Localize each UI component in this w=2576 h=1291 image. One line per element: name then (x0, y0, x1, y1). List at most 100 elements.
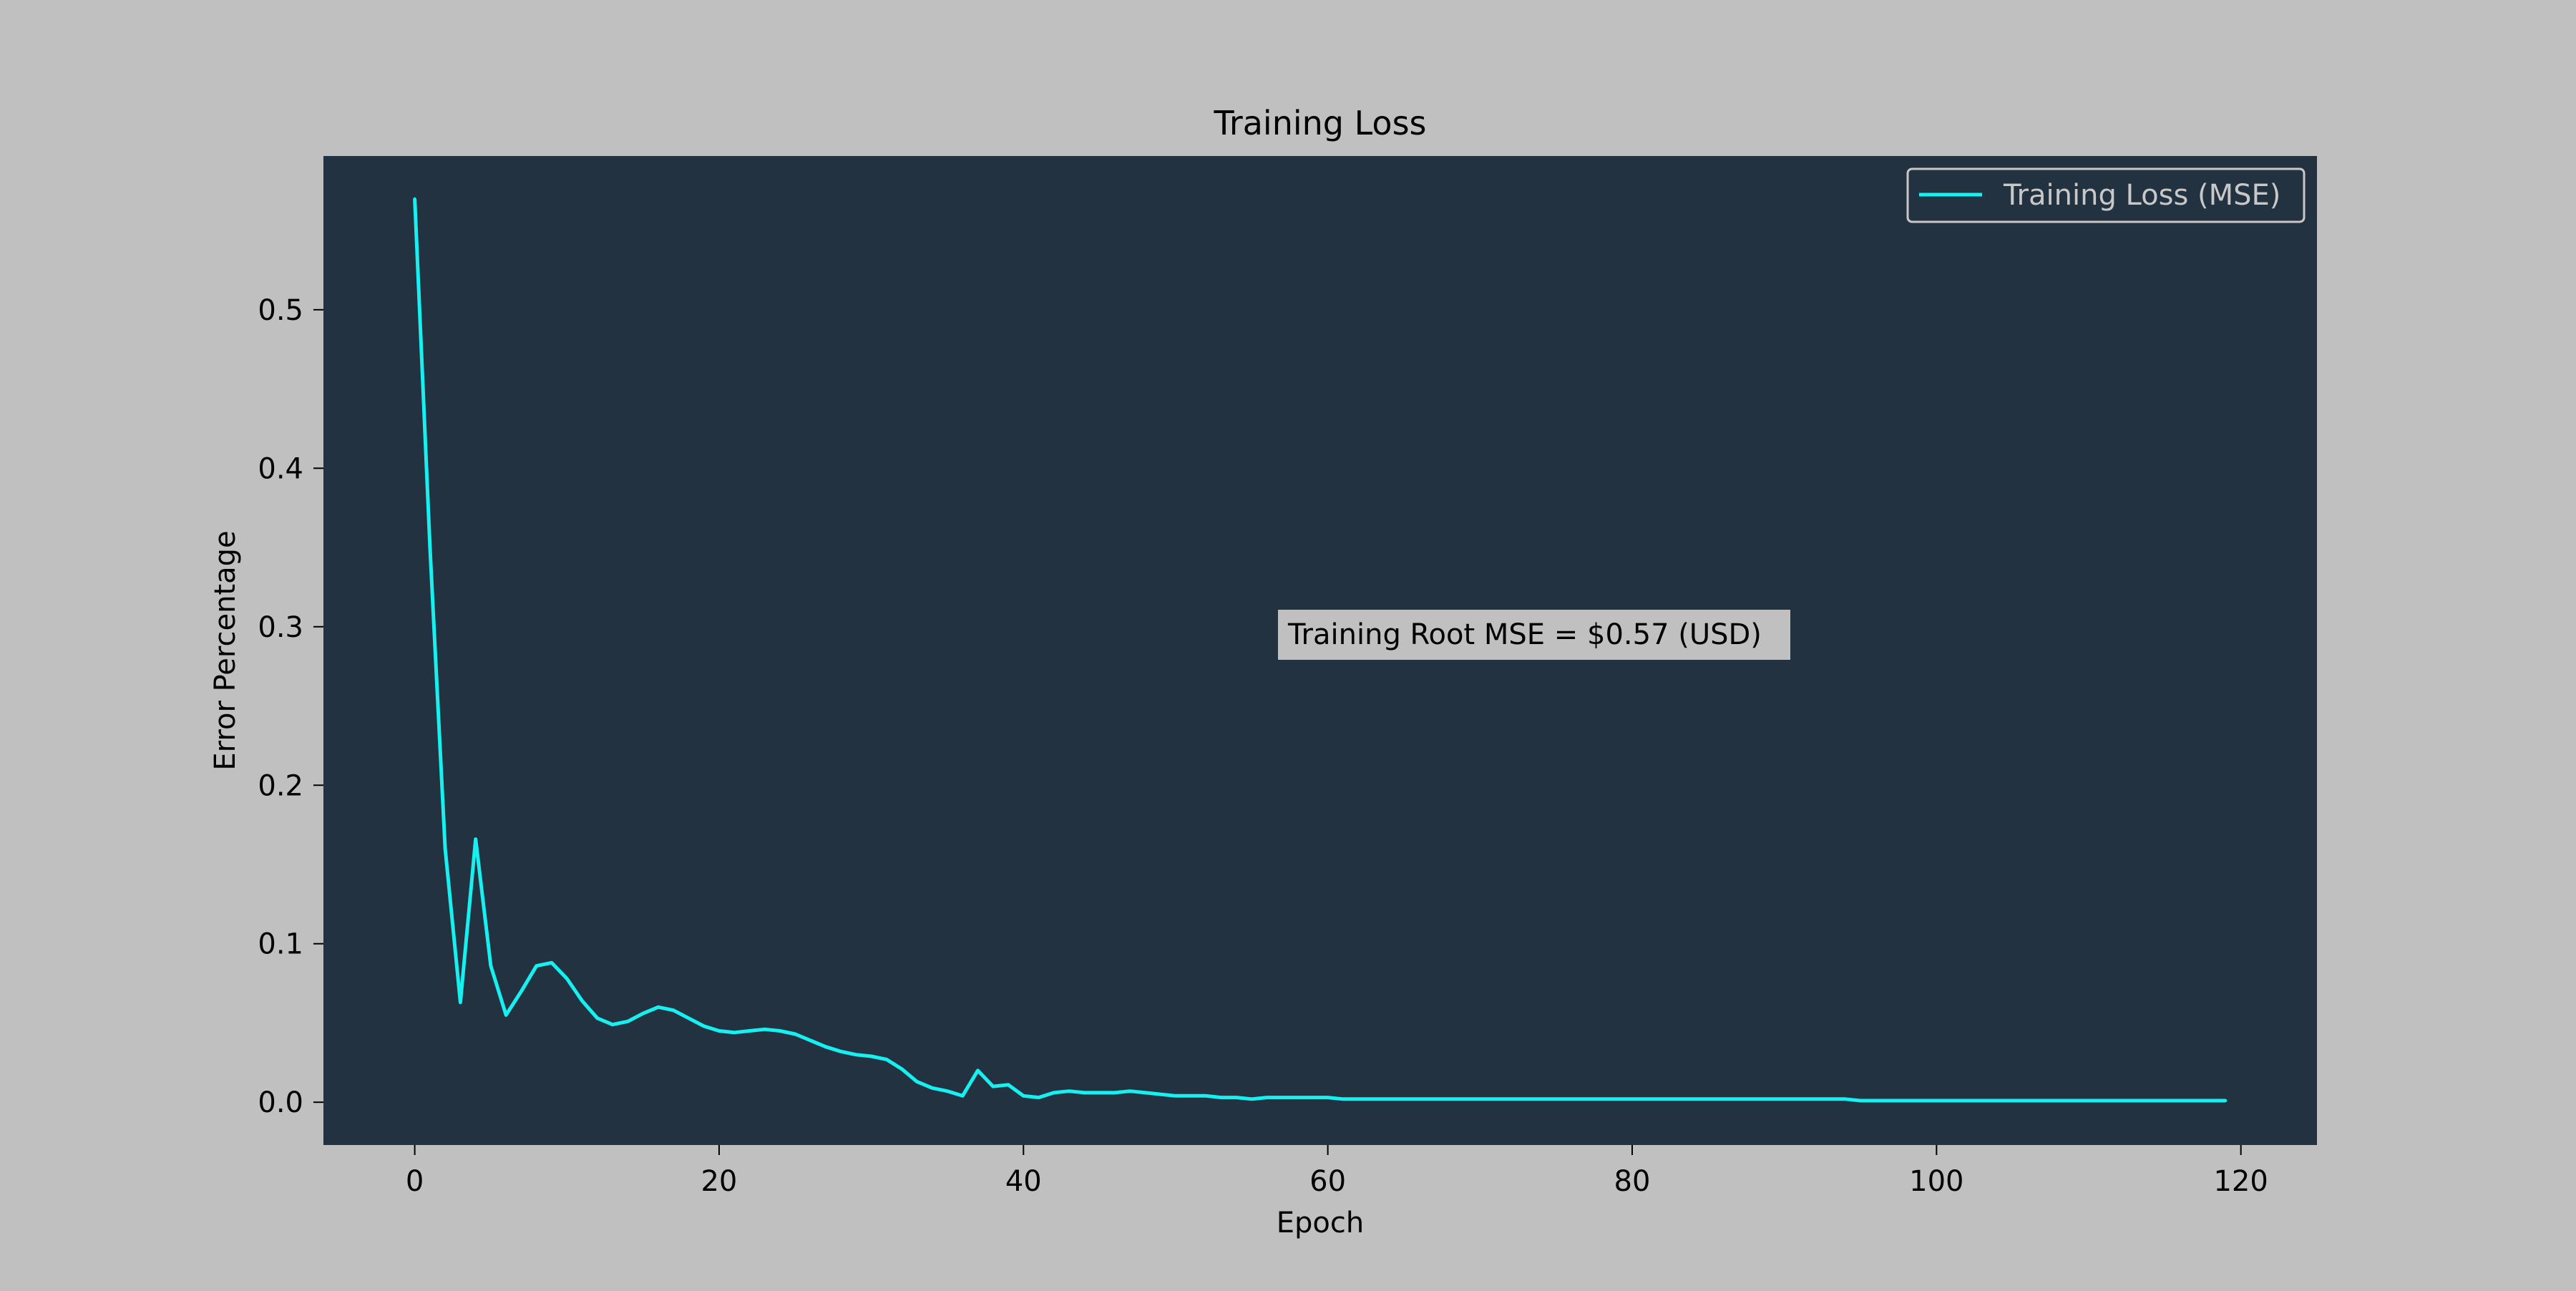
data-point (1189, 1094, 1193, 1098)
data-point (1767, 1097, 1771, 1101)
data-point (809, 1038, 812, 1042)
data-point (763, 1028, 766, 1031)
data-point (413, 197, 416, 200)
x-tick-label: 0 (406, 1165, 424, 1198)
data-point (550, 961, 553, 965)
data-point (1737, 1097, 1740, 1101)
data-point (1007, 1083, 1010, 1086)
data-point (1554, 1097, 1558, 1101)
data-point (1889, 1099, 1893, 1102)
data-point (1920, 1099, 1923, 1102)
annotation-text: Training Root MSE = $0.57 (USD) (1287, 618, 1762, 651)
y-tick-label: 0.5 (258, 294, 303, 327)
data-point (595, 1016, 599, 1020)
data-point (2057, 1099, 2060, 1102)
legend-entry-label: Training Loss (MSE) (2003, 179, 2280, 212)
x-tick-label: 60 (1309, 1165, 1346, 1198)
data-point (1158, 1093, 1162, 1096)
data-point (444, 847, 447, 850)
data-point (900, 1067, 904, 1071)
data-point (1539, 1097, 1543, 1101)
data-point (976, 1068, 980, 1072)
data-point (1797, 1097, 1801, 1101)
data-point (794, 1033, 797, 1036)
data-point (535, 964, 538, 968)
data-point (1843, 1097, 1847, 1101)
axis-ticks: 0 20 40 60 80 100 120 0.0 0.1 0.2 0.3 0.4 0.5 (258, 294, 2268, 1198)
data-point (2209, 1099, 2212, 1102)
data-point (946, 1089, 949, 1093)
data-point (1052, 1091, 1055, 1094)
data-point (672, 1008, 675, 1012)
data-point (1859, 1099, 1862, 1102)
data-point (1935, 1099, 1938, 1102)
data-point (1311, 1096, 1314, 1099)
data-point (2224, 1099, 2228, 1102)
data-point (2148, 1099, 2152, 1102)
y-tick-label: 0.3 (258, 611, 303, 644)
data-point (656, 1005, 660, 1009)
data-point (1250, 1097, 1254, 1101)
data-point (748, 1029, 751, 1033)
x-axis-label: Epoch (1277, 1207, 1364, 1239)
data-point (1280, 1096, 1284, 1099)
data-point (1782, 1097, 1786, 1101)
data-point (1631, 1097, 1634, 1101)
series-layer (413, 197, 2228, 1103)
data-point (1813, 1097, 1817, 1101)
data-point (991, 1085, 995, 1088)
data-point (2178, 1099, 2182, 1102)
data-point (1372, 1097, 1375, 1101)
data-point (824, 1045, 827, 1048)
data-point (2087, 1099, 2090, 1102)
legend-frame (1906, 167, 2306, 223)
annotation-box: Training Root MSE = $0.57 (USD) (1278, 610, 1790, 660)
series-line-training-loss (413, 198, 2226, 1103)
x-tick-label: 100 (1909, 1165, 1963, 1198)
data-point (1219, 1096, 1223, 1099)
data-point (489, 964, 492, 968)
data-point (915, 1080, 919, 1083)
data-point (1661, 1097, 1664, 1101)
data-point (1068, 1089, 1071, 1093)
data-point (1981, 1099, 1984, 1102)
data-point (1874, 1099, 1878, 1102)
data-point (839, 1050, 843, 1053)
data-point (1418, 1097, 1421, 1101)
data-point (1904, 1099, 1908, 1102)
data-point (884, 1058, 888, 1061)
y-axis-label: Error Percentage (209, 530, 242, 770)
data-point (1615, 1097, 1619, 1101)
data-point (961, 1094, 965, 1098)
data-point (1387, 1097, 1390, 1101)
data-point (1357, 1097, 1360, 1101)
data-point (1478, 1097, 1482, 1101)
data-point (2011, 1099, 2014, 1102)
data-point (1433, 1097, 1436, 1101)
data-point (733, 1031, 736, 1034)
data-point (1950, 1099, 1953, 1102)
y-tick-label: 0.2 (258, 769, 303, 802)
data-point (1204, 1094, 1208, 1098)
data-point (1037, 1096, 1040, 1099)
data-point (2072, 1099, 2075, 1102)
data-point (1128, 1089, 1132, 1093)
data-point (2041, 1099, 2045, 1102)
data-point (1463, 1097, 1466, 1101)
data-point (504, 1013, 508, 1017)
data-point (626, 1020, 630, 1023)
data-point (1098, 1091, 1101, 1094)
x-tick-label: 40 (1005, 1165, 1042, 1198)
data-point (1707, 1097, 1710, 1101)
data-point (1692, 1097, 1694, 1101)
data-point (2026, 1099, 2029, 1102)
data-point (641, 1012, 645, 1015)
x-tick-label: 20 (701, 1165, 737, 1198)
data-point (1296, 1096, 1299, 1099)
data-point (1235, 1096, 1238, 1099)
data-point (1493, 1097, 1497, 1101)
x-tick-label: 80 (1614, 1165, 1651, 1198)
data-point (779, 1029, 781, 1033)
x-tick-label: 120 (2213, 1165, 2268, 1198)
data-point (2163, 1099, 2167, 1102)
